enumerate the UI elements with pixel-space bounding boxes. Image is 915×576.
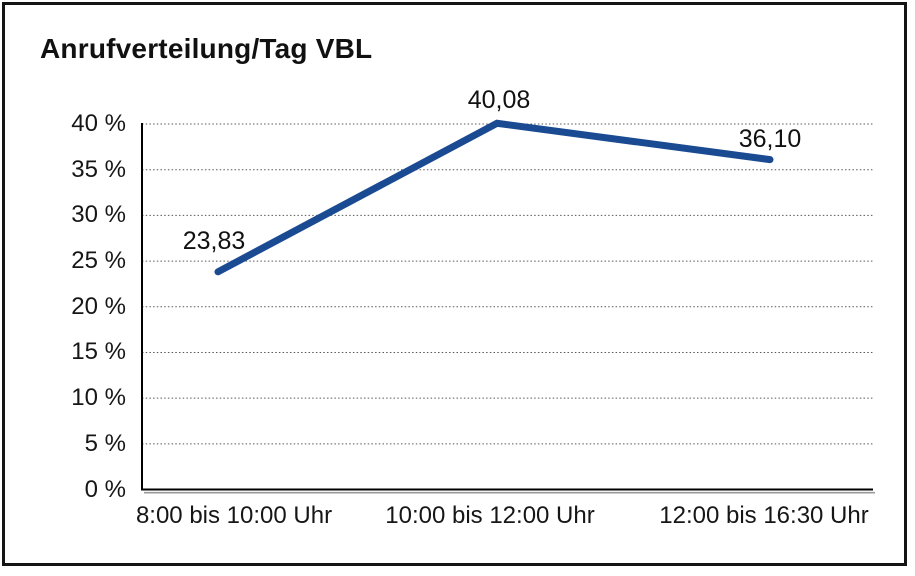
x-axis-category-label: 8:00 bis 10:00 Uhr bbox=[135, 502, 333, 529]
data-line bbox=[214, 119, 774, 276]
data-point-label: 23,83 bbox=[182, 226, 246, 255]
chart-border-frame bbox=[2, 2, 907, 566]
y-axis-tick-label: 10 % bbox=[71, 384, 126, 412]
y-axis-tick-label: 25 % bbox=[71, 247, 126, 275]
y-axis-tick-label: 5 % bbox=[84, 429, 126, 457]
data-point-label: 40,08 bbox=[467, 86, 531, 115]
y-axis-tick-label: 35 % bbox=[71, 155, 126, 183]
y-axis-tick-label: 30 % bbox=[71, 201, 126, 229]
y-axis-tick-label: 15 % bbox=[71, 338, 126, 366]
y-axis-tick-label: 20 % bbox=[71, 292, 126, 320]
chart-title: Anrufverteilung/Tag VBL bbox=[40, 33, 373, 64]
x-axis-category-label: 10:00 bis 12:00 Uhr bbox=[385, 502, 595, 529]
x-axis-category-label: 12:00 bis 16:30 Uhr bbox=[659, 502, 869, 529]
y-axis-tick-label: 40 % bbox=[71, 110, 126, 137]
y-axis-tick-label: 0 % bbox=[84, 475, 126, 503]
data-point-label: 36,10 bbox=[738, 124, 802, 153]
